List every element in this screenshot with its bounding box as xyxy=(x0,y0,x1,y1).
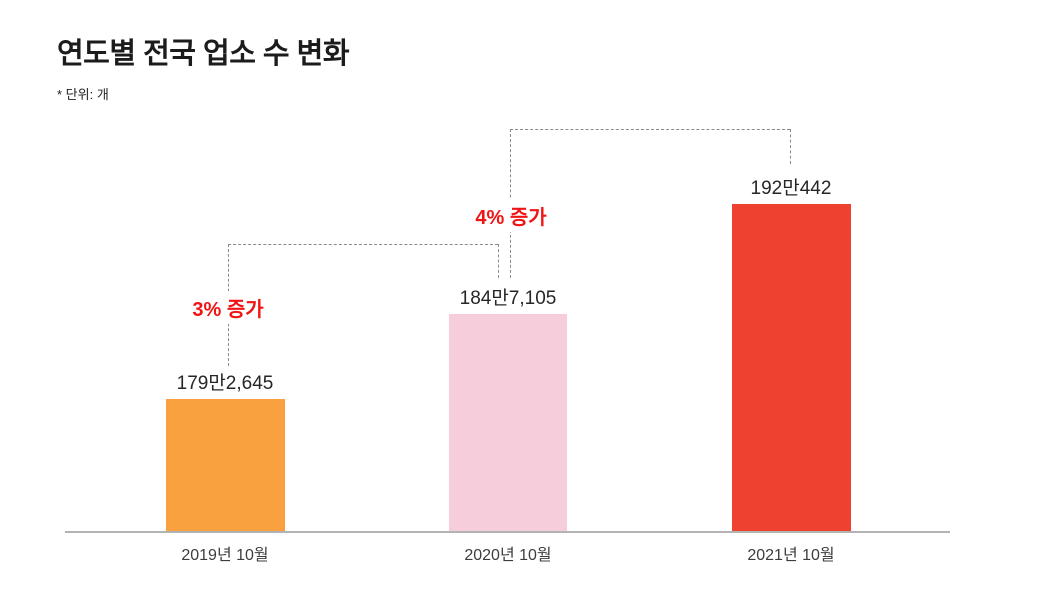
increase-annotation-4pct: 4% 증가 xyxy=(469,199,553,232)
bar-2020 xyxy=(449,314,567,532)
bracket-2020-2021-horizontal xyxy=(510,129,790,130)
bracket-2019-2020-right-vertical xyxy=(498,244,499,278)
bar-2021 xyxy=(732,204,851,532)
value-label-2021: 192만442 xyxy=(750,178,832,199)
category-label-2021: 2021년 10월 xyxy=(747,547,835,564)
x-axis-line xyxy=(65,531,950,533)
page-title: 연도별 전국 업소 수 변화 xyxy=(57,38,350,70)
value-label-2020: 184만7,105 xyxy=(459,288,557,309)
category-label-2020: 2020년 10월 xyxy=(464,547,552,564)
increase-annotation-3pct: 3% 증가 xyxy=(186,291,270,324)
bracket-2020-2021-right-vertical xyxy=(790,129,791,164)
category-label-2019: 2019년 10월 xyxy=(181,547,269,564)
value-label-2019: 179만2,645 xyxy=(176,373,274,394)
unit-note: * 단위: 개 xyxy=(57,87,109,102)
bar-2019 xyxy=(166,399,285,532)
bracket-2019-2020-horizontal xyxy=(228,244,498,245)
